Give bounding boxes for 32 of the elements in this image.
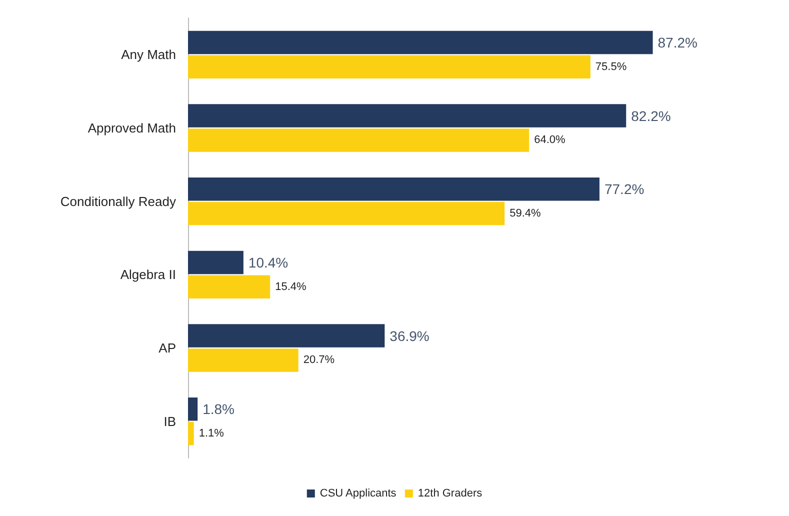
bar [188,178,600,201]
y-tick-label: IB [164,414,176,429]
y-tick-label: AP [158,340,176,356]
bar [188,275,270,298]
bar [188,128,530,152]
y-tick-label: Algebra II [120,267,176,282]
y-tick-label: Approved Math [88,120,176,136]
y-tick-label: Conditionally Ready [60,194,176,209]
data-label: 20.7% [303,354,335,366]
bar [188,324,385,348]
bar [188,30,653,54]
data-label: 64.0% [534,134,566,146]
data-label: 75.5% [595,60,627,73]
data-label: 59.4% [510,208,542,220]
legend-label: CSU Applicants [320,488,397,500]
bar [188,348,298,372]
bar [188,422,194,446]
data-label: 1.8% [202,401,235,418]
bar [188,202,505,226]
bar [188,398,198,421]
legend-label: 12th Graders [418,488,483,500]
data-label: 82.2% [631,108,671,124]
data-label: 77.2% [604,181,644,198]
data-label: 10.4% [248,254,288,270]
y-tick-label: Any Math [121,47,176,62]
bar [188,55,590,78]
data-label: 36.9% [390,328,430,344]
data-label: 15.4% [275,280,306,293]
data-label: 1.1% [198,428,224,440]
bar [188,250,244,274]
bar [188,104,626,128]
data-label: 87.2% [658,34,698,50]
